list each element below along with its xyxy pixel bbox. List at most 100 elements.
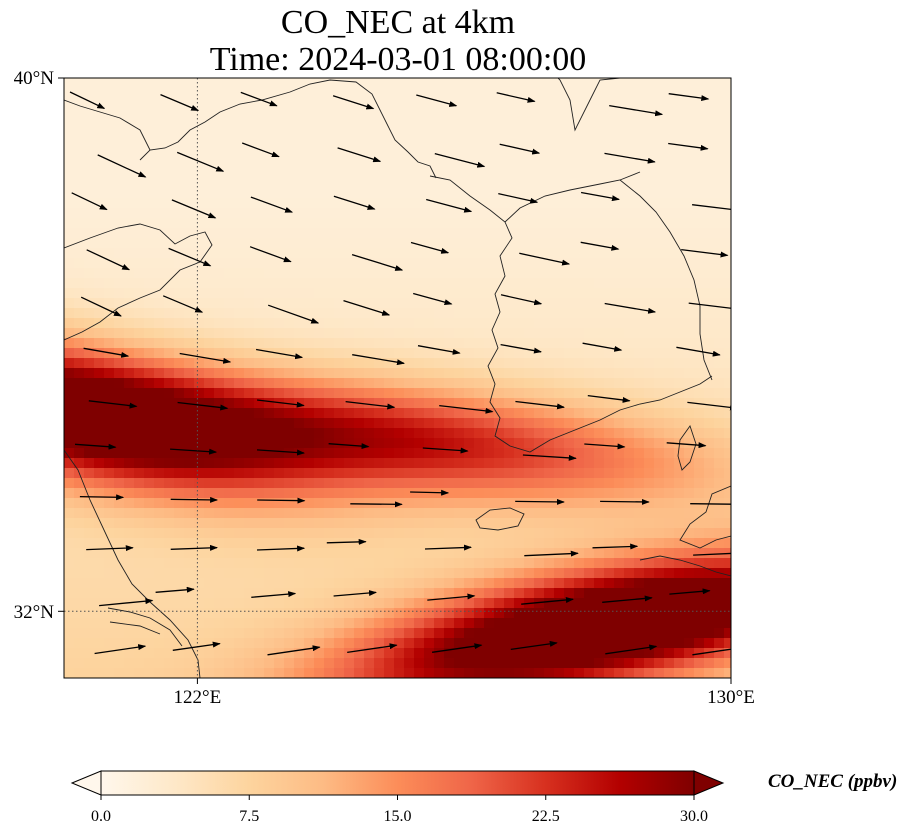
wind-vector bbox=[168, 247, 212, 267]
wind-vector bbox=[267, 304, 320, 324]
wind-vector bbox=[693, 552, 731, 556]
wind-vector bbox=[350, 501, 403, 508]
wind-vector bbox=[584, 443, 626, 450]
coastline-jiangsu bbox=[64, 449, 201, 678]
wind-vector bbox=[500, 294, 543, 306]
wind-vector bbox=[172, 641, 221, 651]
wind-vector bbox=[170, 448, 218, 455]
wind-vector bbox=[496, 92, 536, 103]
wind-vector bbox=[94, 644, 147, 655]
gridlines bbox=[64, 78, 731, 678]
wind-vector bbox=[256, 545, 306, 552]
wind-vector bbox=[604, 302, 657, 314]
colorbar-max-extend bbox=[693, 770, 725, 796]
wind-vector bbox=[424, 544, 472, 551]
coastlines bbox=[64, 78, 731, 678]
wind-vector bbox=[439, 404, 494, 414]
wind-vector bbox=[692, 204, 731, 211]
wind-vector bbox=[155, 586, 195, 593]
map-title-line-2: Time: 2024-03-01 08:00:00 bbox=[209, 41, 587, 78]
wind-vector bbox=[668, 142, 709, 151]
wind-vector bbox=[162, 295, 204, 313]
wind-vector bbox=[668, 93, 710, 102]
wind-vector bbox=[524, 550, 579, 557]
wind-vector bbox=[432, 643, 483, 653]
wind-vector bbox=[343, 299, 391, 316]
colorbar: 0.0 7.5 15.0 22.5 30.0 bbox=[70, 770, 725, 825]
wind-vector bbox=[605, 644, 658, 655]
wind-vector bbox=[267, 645, 321, 656]
coastline-north-korea bbox=[504, 171, 641, 223]
coastline-yangtze-mouth bbox=[107, 607, 183, 647]
wind-vector bbox=[333, 590, 377, 597]
axis-ticks bbox=[58, 77, 732, 684]
wind-vector bbox=[500, 343, 542, 354]
wind-vector bbox=[99, 598, 154, 607]
lon-tick-label-122e: 122°E bbox=[174, 687, 222, 708]
wind-vector bbox=[580, 241, 620, 251]
wind-vector bbox=[427, 593, 476, 601]
wind-vector bbox=[337, 147, 382, 163]
wind-vector bbox=[333, 195, 376, 210]
wind-vector bbox=[681, 248, 729, 258]
wind-vector bbox=[587, 394, 631, 403]
wind-vector bbox=[434, 152, 486, 168]
wind-vector bbox=[170, 544, 218, 551]
wind-vector bbox=[499, 143, 541, 155]
wind-vector bbox=[582, 342, 623, 352]
wind-vector bbox=[690, 503, 731, 505]
wind-vector bbox=[666, 442, 707, 449]
wind-vector bbox=[580, 191, 620, 202]
wind-vector bbox=[522, 454, 577, 461]
wind-vector bbox=[515, 400, 565, 410]
wind-vector bbox=[426, 198, 473, 213]
wind-vector bbox=[257, 497, 306, 504]
coastline-shandong bbox=[64, 223, 213, 341]
wind-vector bbox=[241, 142, 280, 158]
wind-vector bbox=[413, 292, 453, 306]
wind-vector bbox=[519, 252, 571, 266]
wind-vector bbox=[410, 489, 450, 496]
colorbar-tick-4: 30.0 bbox=[680, 808, 708, 825]
wind-vector bbox=[592, 543, 639, 550]
wind-vector bbox=[69, 91, 106, 109]
wind-vector bbox=[326, 538, 367, 545]
wind-vector bbox=[416, 94, 458, 107]
colorbar-tick-2: 15.0 bbox=[384, 808, 412, 825]
lon-tick-label-130e: 130°E bbox=[707, 687, 755, 708]
colorbar-min-extend bbox=[70, 770, 102, 796]
wind-vector bbox=[97, 154, 147, 178]
coastline-bohai-west bbox=[64, 99, 151, 151]
wind-vector bbox=[417, 345, 461, 355]
wind-vector bbox=[521, 596, 574, 605]
lat-tick-label-40n: 40°N bbox=[14, 68, 55, 89]
wind-vector bbox=[498, 192, 539, 204]
wind-vector bbox=[88, 400, 138, 409]
wind-vector bbox=[687, 401, 731, 411]
wind-vector bbox=[256, 449, 305, 456]
wind-vector bbox=[251, 591, 297, 598]
wind-vector bbox=[74, 443, 117, 450]
wind-vector bbox=[692, 648, 731, 656]
coastline-tumen bbox=[557, 78, 621, 132]
colorbar-tick-3: 22.5 bbox=[532, 808, 560, 825]
wind-vector bbox=[328, 443, 370, 450]
lat-tick-label-32n: 32°N bbox=[14, 602, 55, 623]
wind-vector bbox=[602, 595, 653, 603]
wind-vector bbox=[351, 253, 404, 271]
wind-vector bbox=[86, 249, 131, 271]
wind-vector bbox=[600, 498, 650, 505]
wind-vector bbox=[79, 494, 125, 501]
wind-vector bbox=[86, 545, 134, 552]
wind-vector bbox=[347, 643, 398, 654]
wind-vector bbox=[160, 94, 200, 112]
wind-vector bbox=[83, 347, 130, 358]
colorbar-title: CO_NEC (ppbv) bbox=[768, 771, 898, 792]
wind-vector bbox=[177, 401, 229, 411]
wind-vector bbox=[604, 152, 656, 164]
wind-vector bbox=[179, 352, 232, 364]
tsushima-island bbox=[677, 425, 697, 471]
wind-vector bbox=[255, 348, 304, 360]
map-title-line-1: CO_NEC at 4km bbox=[280, 4, 516, 41]
